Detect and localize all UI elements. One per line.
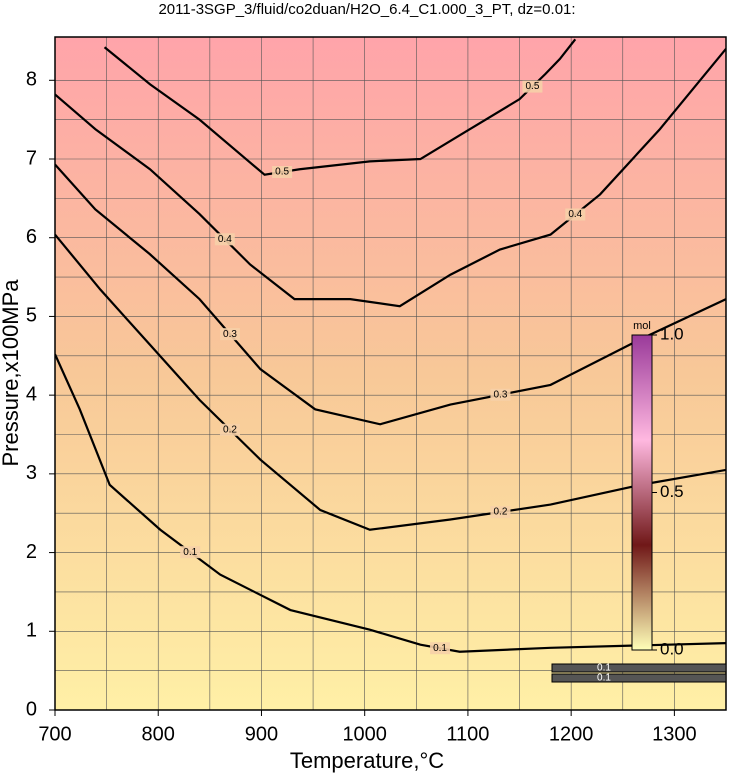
contour-label: 0.1: [433, 643, 447, 654]
colorbar-tick-label: 1.0: [660, 324, 684, 343]
colorbar-tick-label: 0.5: [660, 482, 684, 501]
contour-label-bg: [522, 80, 543, 93]
y-tick-label: 3: [26, 462, 37, 484]
contour-label-bg: [490, 388, 511, 401]
contour-line: [103, 38, 577, 176]
inset-bar: [551, 673, 727, 683]
y-axis-label: Pressure,x100MPa: [0, 279, 23, 467]
y-tick-label: 1: [26, 620, 37, 642]
x-tick-label: 900: [245, 723, 278, 745]
contour-label-bg: [219, 423, 240, 436]
contour-label-bg: [430, 642, 451, 655]
contour-label-bg: [565, 208, 586, 221]
y-tick-label: 8: [26, 69, 37, 91]
colorbar-label: mol: [633, 320, 651, 332]
contour-line: [55, 353, 726, 653]
contour-label: 0.4: [568, 209, 582, 220]
contour-line: [55, 48, 726, 308]
y-tick-label: 4: [26, 383, 37, 405]
y-tick-label: 0: [26, 698, 37, 720]
plot-area: 0.50.50.40.40.30.30.20.20.10.1: [55, 37, 726, 710]
contour-label-bg: [219, 328, 240, 341]
y-tick-label: 2: [26, 541, 37, 563]
contour-label: 0.2: [493, 507, 507, 518]
x-tick-label: 1300: [652, 723, 697, 745]
x-axis-label: Temperature,°C: [290, 748, 444, 773]
contour-label-bg: [180, 546, 201, 559]
plot-frame: [54, 36, 727, 711]
y-tick-label: 5: [26, 305, 37, 327]
contour-label: 0.3: [223, 329, 237, 340]
inset-label: 0.1: [597, 663, 611, 674]
contour-label: 0.2: [223, 424, 237, 435]
contour-label: 0.3: [493, 389, 507, 400]
inset-label: 0.1: [597, 673, 611, 684]
contour-label: 0.4: [218, 234, 232, 245]
contour-line: [55, 233, 726, 531]
contour-label-bg: [272, 165, 293, 178]
colorbar: [631, 334, 653, 651]
y-tick-label: 7: [26, 147, 37, 169]
y-tick-label: 6: [26, 226, 37, 248]
x-tick-label: 1000: [342, 723, 387, 745]
contour-label: 0.5: [525, 81, 539, 92]
x-tick-label: 1200: [549, 723, 594, 745]
inset-bar: [551, 663, 727, 673]
x-tick-label: 700: [38, 723, 71, 745]
colorbar-tick-label: 0.0: [660, 639, 684, 658]
chart-title: 2011-3SGP_3/fluid/co2duan/H2O_6.4_C1.000…: [158, 1, 575, 18]
contour-label: 0.1: [183, 547, 197, 558]
x-tick-label: 1100: [446, 723, 489, 745]
contour-label: 0.5: [275, 167, 289, 178]
contour-label-bg: [490, 506, 511, 519]
plot-background: [55, 37, 726, 710]
x-tick-label: 800: [142, 723, 175, 745]
contour-label-bg: [214, 233, 235, 246]
contour-line: [55, 163, 726, 426]
